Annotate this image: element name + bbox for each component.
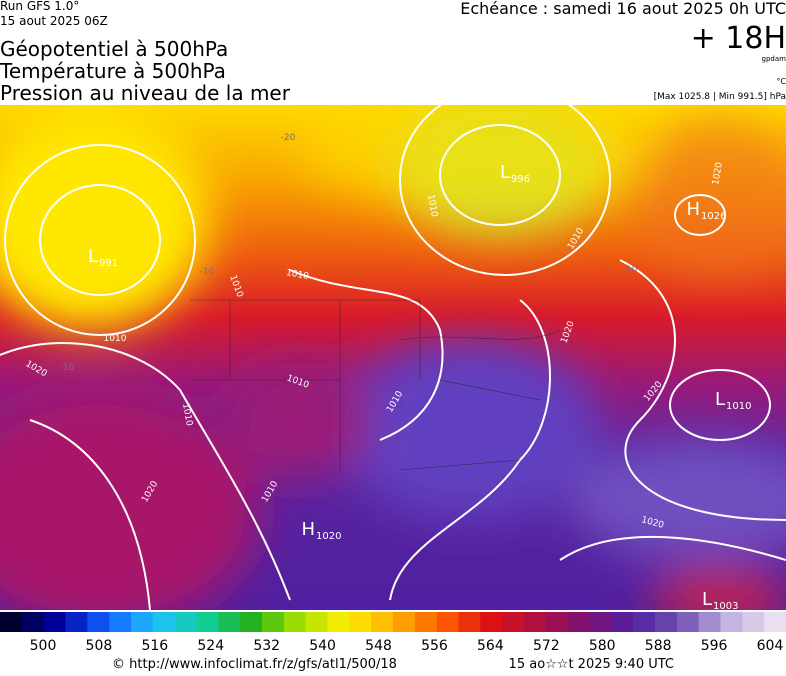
colorbar-swatch [131,612,154,632]
isobar-label: 1010 [104,334,127,344]
colorbar-swatch [371,612,394,632]
colorbar-swatch [174,612,197,632]
colorbar-tick-label: 540 [309,638,336,654]
colorbar-swatch [109,612,132,632]
colorbar-swatch [240,612,263,632]
pressure-center-symbol: L [715,389,725,410]
unit-temp: °C [776,77,786,86]
colorbar-swatch [436,612,459,632]
colorbar-tick-label: 556 [421,638,448,654]
pressure-center-value: 1020 [316,531,341,542]
colorbar-swatch [393,612,416,632]
extremes: [Max 1025.8 | Min 991.5] hPa [654,92,786,102]
pressure-center-value: 1003 [713,601,738,612]
colorbar-swatch [152,612,176,632]
temperature-label: -10 [200,267,215,277]
colorbar-swatch [567,612,590,632]
pressure-center-symbol: L [88,246,98,267]
run-label: Run GFS 1.0° [0,0,79,13]
colorbar-tick-label: 508 [86,638,113,654]
pressure-center-value: 1010 [726,401,751,412]
pressure-center-value: 991 [99,258,118,269]
colorbar-tick-label: 588 [645,638,672,654]
isobar-label: 1010 [180,403,194,428]
colorbar-swatch [65,612,88,632]
unit-geo: gpdam [762,55,786,63]
colorbar-swatch [545,612,569,632]
colorbar-swatch [764,612,786,632]
colorbar-swatch [611,612,634,632]
colorbar-tick-label: 572 [533,638,560,654]
colorbar-swatch [21,612,45,632]
colorbar-tick-label: 516 [141,638,168,654]
colorbar-swatch [327,612,350,632]
colorbar-tick-label: 532 [253,638,280,654]
colorbar-swatch [480,612,503,632]
temperature-label: -20 [281,133,296,143]
title-line: Pression au niveau de la mer [0,81,291,105]
title-line: Géopotentiel à 500hPa [0,37,228,61]
colorbar-swatch [262,612,285,632]
valid-time: Echéance : samedi 16 aout 2025 0h UTC [460,0,786,18]
colorbar-tick-label: 500 [30,638,57,654]
temperature-label: -10 [60,363,75,373]
footer-source: © http://www.infoclimat.fr/z/gfs/atl1/50… [112,657,397,672]
colorbar-swatch [589,612,612,632]
title-line: Température à 500hPa [0,59,226,83]
pressure-center-symbol: H [301,519,315,540]
pressure-center-symbol: L [702,589,712,610]
isobar-label: 1010 [425,194,439,219]
pressure-center-value: 996 [511,174,530,185]
pressure-center-symbol: L [500,162,510,183]
colorbar-swatch [283,612,307,632]
map [0,105,786,610]
colorbar-swatch [87,612,110,632]
lead-time: + 18H [691,21,786,56]
colorbar-tick-label: 524 [197,638,224,654]
colorbar-swatch [458,612,481,632]
colorbar-tick-label: 548 [365,638,392,654]
isobar-label: 1020 [711,161,725,186]
footer-generated: 15 ao☆☆t 2025 9:40 UTC [509,657,674,672]
colorbar-swatch [524,612,547,632]
colorbar-swatch [349,612,372,632]
colorbar-swatch [698,612,721,632]
pressure-center-symbol: H [686,199,700,220]
colorbar-swatch [196,612,219,632]
colorbar-tick-label: 580 [589,638,616,654]
isobar-label: 1010 [285,268,310,282]
colorbar-swatch [502,612,525,632]
temperature-label: -10 [623,265,638,275]
colorbar-swatch [742,612,765,632]
colorbar-swatch [218,612,241,632]
colorbar-tick-label: 596 [701,638,728,654]
pressure-center-value: 1026 [701,211,726,222]
colorbar-swatch [720,612,743,632]
colorbar-swatch [633,612,656,632]
colorbar-tick-label: 564 [477,638,504,654]
colorbar-tick-label: 604 [757,638,784,654]
colorbar-swatch [655,612,678,632]
run-date: 15 aout 2025 06Z [0,14,108,28]
colorbar-swatch [43,612,66,632]
colorbar-swatch [676,612,700,632]
colorbar-swatch [414,612,438,632]
colorbar-swatch [0,612,23,632]
colorbar-swatch [305,612,328,632]
